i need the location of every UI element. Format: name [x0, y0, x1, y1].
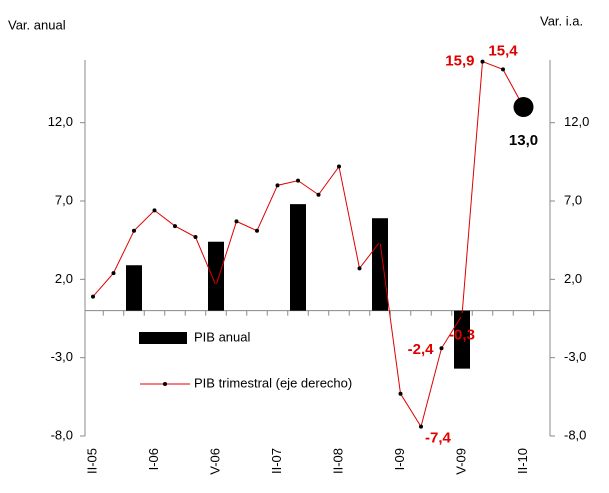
data-label: -0,3 — [449, 326, 475, 343]
x-tick-label: V-06 — [207, 448, 222, 475]
x-tick-label: II-05 — [84, 448, 99, 474]
data-label: -2,4 — [408, 341, 435, 358]
legend-label: PIB anual — [194, 329, 250, 344]
point — [513, 97, 534, 117]
point — [91, 294, 95, 299]
y-tick-label: -3,0 — [51, 349, 73, 364]
point — [173, 224, 177, 229]
point — [398, 391, 403, 396]
point — [316, 192, 321, 197]
point — [275, 183, 280, 188]
y2-tick-label: 2,0 — [564, 271, 582, 286]
y2-tick-label: 12,0 — [564, 114, 589, 129]
data-label: 13,0 — [509, 132, 538, 149]
point — [214, 283, 218, 288]
point — [111, 271, 116, 276]
data-label: -7,4 — [425, 430, 452, 447]
x-tick-label: II-07 — [269, 448, 284, 474]
point — [480, 59, 485, 64]
point — [419, 424, 423, 429]
data-label: 15,4 — [488, 42, 518, 59]
point — [439, 346, 444, 351]
x-tick-label: V-09 — [453, 448, 468, 475]
bar — [290, 204, 306, 311]
bar — [372, 218, 388, 311]
x-tick-label: II-10 — [515, 448, 530, 474]
y2-tick-label: -8,0 — [564, 427, 586, 442]
point — [152, 208, 157, 213]
point — [501, 67, 505, 72]
point — [337, 164, 341, 169]
y-axis-title: Var. anual — [8, 17, 66, 32]
legend-swatch — [139, 332, 187, 344]
y2-axis-title: Var. i.a. — [540, 13, 583, 28]
x-tick-label: I-06 — [146, 448, 161, 470]
bar — [208, 241, 224, 311]
legend-label: PIB trimestral (eje derecho) — [194, 375, 352, 390]
point — [296, 178, 300, 183]
y-tick-label: 2,0 — [55, 271, 73, 286]
legend-swatch — [163, 382, 167, 386]
y-tick-label: 12,0 — [48, 114, 73, 129]
x-tick-label: I-09 — [392, 448, 407, 470]
line — [92, 60, 524, 428]
point — [132, 228, 136, 233]
point — [234, 219, 239, 224]
bar — [126, 265, 142, 311]
point — [378, 239, 382, 244]
bar — [454, 310, 470, 369]
y-tick-label: 7,0 — [55, 192, 73, 207]
point — [357, 266, 362, 271]
x-tick-label: II-08 — [330, 448, 345, 474]
point — [255, 228, 259, 233]
data-label: 15,9 — [445, 53, 474, 70]
y2-tick-label: -3,0 — [564, 349, 586, 364]
y-tick-label: -8,0 — [51, 427, 73, 442]
point — [193, 235, 198, 240]
y2-tick-label: 7,0 — [564, 192, 582, 207]
point — [460, 313, 464, 318]
